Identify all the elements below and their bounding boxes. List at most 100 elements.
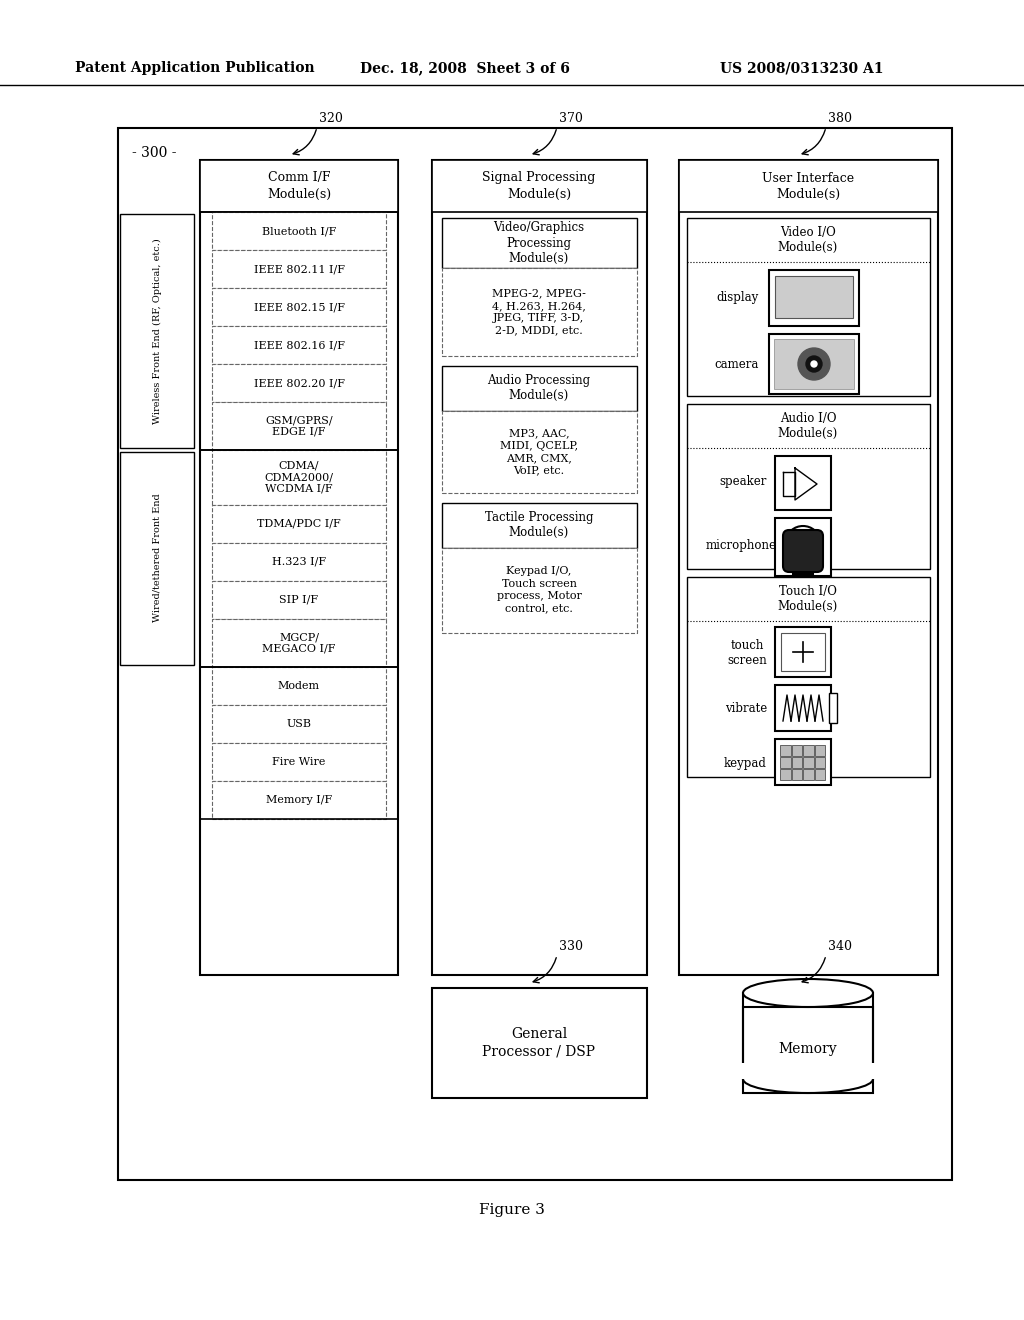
Bar [442, 411, 637, 492]
Bar [743, 1007, 873, 1093]
Bar [814, 756, 825, 768]
Text: Video/Graphics
Processing
Module(s): Video/Graphics Processing Module(s) [494, 222, 585, 264]
Circle shape [798, 348, 830, 380]
Bar [212, 249, 386, 288]
Text: US 2008/0313230 A1: US 2008/0313230 A1 [720, 61, 884, 75]
Bar [442, 366, 637, 411]
Bar [120, 214, 194, 447]
Bar [780, 756, 791, 768]
Text: IEEE 802.20 I/F: IEEE 802.20 I/F [254, 378, 344, 388]
Text: Modem: Modem [278, 681, 321, 690]
Bar [212, 326, 386, 364]
Bar [775, 455, 831, 510]
FancyBboxPatch shape [783, 531, 823, 572]
Bar [687, 218, 930, 396]
Text: Video I/O
Module(s): Video I/O Module(s) [778, 226, 838, 253]
Text: USB: USB [287, 719, 311, 729]
Text: touch
screen: touch screen [727, 639, 767, 667]
Bar [200, 160, 398, 975]
Bar [829, 693, 837, 723]
Text: display: display [717, 292, 759, 305]
Bar [792, 756, 802, 768]
Bar [687, 404, 930, 569]
Text: Audio I/O
Module(s): Audio I/O Module(s) [778, 412, 838, 440]
Bar [741, 1063, 874, 1078]
Bar [212, 619, 386, 667]
Text: 340: 340 [828, 940, 852, 953]
Text: Wireless Front End (RF, Optical, etc.): Wireless Front End (RF, Optical, etc.) [153, 238, 162, 424]
Bar [780, 744, 791, 756]
Text: Tactile Processing
Module(s): Tactile Processing Module(s) [484, 511, 593, 539]
Text: Memory: Memory [778, 1041, 838, 1056]
Bar [212, 403, 386, 450]
Bar [212, 506, 386, 543]
Text: GSM/GPRS/
EDGE I/F: GSM/GPRS/ EDGE I/F [265, 416, 333, 437]
Text: 330: 330 [559, 940, 583, 953]
Bar [212, 581, 386, 619]
Text: Keypad I/O,
Touch screen
process, Motor
control, etc.: Keypad I/O, Touch screen process, Motor … [497, 566, 582, 614]
Bar [120, 451, 194, 665]
Bar [212, 705, 386, 743]
Ellipse shape [743, 979, 873, 1007]
Bar [200, 667, 398, 818]
Text: IEEE 802.11 I/F: IEEE 802.11 I/F [254, 264, 344, 275]
Bar [775, 627, 831, 677]
Text: Memory I/F: Memory I/F [266, 795, 332, 805]
Text: Audio Processing
Module(s): Audio Processing Module(s) [487, 374, 591, 403]
Text: microphone: microphone [706, 540, 777, 553]
Text: Patent Application Publication: Patent Application Publication [75, 61, 314, 75]
Text: Fire Wire: Fire Wire [272, 756, 326, 767]
Text: camera: camera [715, 358, 759, 371]
Bar [803, 770, 813, 780]
Bar [687, 577, 930, 777]
Bar [212, 364, 386, 403]
Text: General
Processor / DSP: General Processor / DSP [482, 1027, 596, 1059]
Text: IEEE 802.16 I/F: IEEE 802.16 I/F [254, 341, 344, 350]
Bar [432, 160, 647, 975]
Bar [803, 756, 813, 768]
Bar [769, 271, 859, 326]
Text: User Interface
Module(s): User Interface Module(s) [762, 172, 854, 201]
Bar [814, 770, 825, 780]
Bar [212, 667, 386, 705]
Text: Bluetooth I/F: Bluetooth I/F [262, 226, 336, 236]
Text: CDMA/
CDMA2000/
WCDMA I/F: CDMA/ CDMA2000/ WCDMA I/F [264, 461, 334, 494]
Bar [679, 160, 938, 975]
Bar [803, 744, 813, 756]
Text: - 300 -: - 300 - [132, 147, 176, 160]
Bar [118, 128, 952, 1180]
Bar [774, 339, 854, 389]
Text: 320: 320 [319, 112, 343, 125]
Text: Wired/tethered Front End: Wired/tethered Front End [153, 494, 162, 622]
Bar [212, 450, 386, 506]
Bar [432, 160, 647, 213]
Bar [814, 744, 825, 756]
Bar [432, 987, 647, 1098]
Bar [442, 218, 637, 268]
Text: speaker: speaker [720, 475, 767, 488]
Text: MP3, AAC,
MIDI, QCELP,
AMR, CMX,
VoIP, etc.: MP3, AAC, MIDI, QCELP, AMR, CMX, VoIP, e… [500, 429, 579, 475]
Bar [212, 781, 386, 818]
Text: TDMA/PDC I/F: TDMA/PDC I/F [257, 519, 341, 529]
Text: Comm I/F
Module(s): Comm I/F Module(s) [267, 172, 331, 201]
Bar [442, 503, 637, 548]
Bar [212, 288, 386, 326]
Bar [200, 160, 398, 213]
Bar [792, 744, 802, 756]
Text: 380: 380 [828, 112, 852, 125]
Text: keypad: keypad [724, 756, 767, 770]
Text: Figure 3: Figure 3 [479, 1203, 545, 1217]
Bar [212, 213, 386, 249]
Bar [775, 517, 831, 576]
Bar [200, 213, 398, 450]
Bar [780, 770, 791, 780]
Bar [792, 770, 802, 780]
Bar [775, 276, 853, 318]
Bar [679, 160, 938, 213]
Bar [775, 685, 831, 731]
Text: H.323 I/F: H.323 I/F [272, 557, 326, 568]
Text: IEEE 802.15 I/F: IEEE 802.15 I/F [254, 302, 344, 312]
Text: 370: 370 [559, 112, 583, 125]
Bar [442, 268, 637, 356]
Text: Touch I/O
Module(s): Touch I/O Module(s) [778, 585, 838, 612]
